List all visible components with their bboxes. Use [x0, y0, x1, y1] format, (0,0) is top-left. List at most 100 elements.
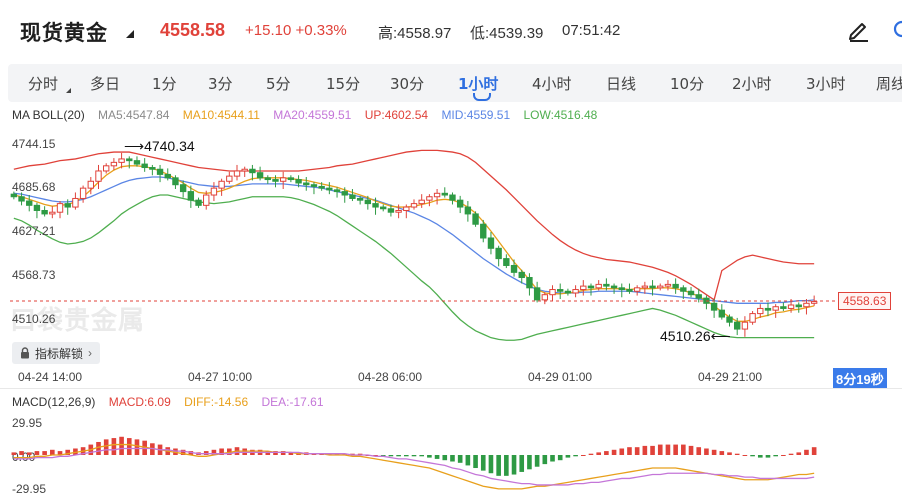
- day-high: 高:4558.97: [378, 25, 452, 42]
- dea-line: [13, 447, 815, 486]
- candle-body: [118, 158, 125, 163]
- macd-bar: [427, 455, 432, 458]
- candle-body: [787, 304, 795, 309]
- candle-body: [741, 321, 749, 330]
- candle-body: [364, 199, 372, 205]
- tab-10[interactable]: 10分: [670, 75, 705, 93]
- candle-body: [380, 206, 387, 210]
- candle-body: [341, 191, 348, 196]
- macd-bar: [573, 455, 578, 457]
- candle-body: [102, 165, 110, 172]
- macd-bar: [642, 445, 648, 455]
- tab-3[interactable]: 3分: [208, 75, 233, 93]
- tab-5[interactable]: 15分: [326, 75, 361, 93]
- macd-bar: [288, 452, 294, 455]
- macd-bar: [534, 455, 540, 467]
- candle-body: [472, 213, 479, 225]
- candle-body: [410, 203, 418, 208]
- candle-body: [203, 194, 210, 206]
- y-tick-label: 4685.68: [12, 180, 56, 194]
- tab-6[interactable]: 30分: [390, 75, 425, 93]
- caret-icon: [66, 88, 71, 93]
- candle-body: [264, 177, 271, 181]
- candle-body: [633, 287, 641, 292]
- macd-bar: [65, 449, 71, 455]
- tab-2[interactable]: 1分: [152, 75, 177, 93]
- macd-bar: [788, 453, 794, 455]
- x-tick-label: 04-27 10:00: [188, 370, 253, 384]
- macd-bar: [773, 455, 778, 457]
- y-tick-label: 4627.21: [12, 224, 56, 238]
- macd-bar: [34, 451, 40, 455]
- caret-icon[interactable]: [126, 30, 134, 38]
- tab-8[interactable]: 4小时: [532, 75, 572, 93]
- y-tick-label: 4510.26: [12, 312, 56, 326]
- macd-bar: [280, 451, 286, 455]
- candle-body: [518, 271, 525, 279]
- candle-body: [687, 290, 695, 296]
- boll-lower-line: [13, 194, 815, 341]
- candle-body: [510, 264, 518, 273]
- candle-body: [272, 179, 279, 182]
- candle-body: [449, 194, 456, 201]
- x-tick-label: 04-24 14:00: [18, 370, 83, 384]
- dea-value: DEA:-17.61: [261, 395, 324, 409]
- ma5-value: MA5:4547.84: [98, 108, 170, 122]
- macd-bar: [542, 455, 548, 465]
- candle-body: [772, 306, 779, 311]
- macd-chart[interactable]: [0, 412, 902, 498]
- candle-body: [803, 302, 810, 308]
- macd-bar: [357, 453, 363, 455]
- unlock-indicators-button[interactable]: 指标解锁 ›: [12, 342, 101, 364]
- candle-body: [303, 182, 310, 186]
- macd-bar: [619, 448, 625, 455]
- tab-12[interactable]: 3小时: [806, 75, 846, 93]
- candle-body: [218, 180, 225, 189]
- candle-body: [41, 209, 48, 215]
- tab-13[interactable]: 周线: [876, 75, 902, 93]
- candle-body: [564, 290, 572, 294]
- diff-line: [13, 443, 815, 490]
- macd-bar: [434, 455, 440, 459]
- candle-body: [310, 184, 318, 187]
- candle-body: [587, 285, 595, 289]
- candle-body: [672, 283, 679, 289]
- active-tab-indicator: [473, 93, 491, 101]
- candle-body: [710, 302, 718, 311]
- tab-11[interactable]: 2小时: [732, 75, 772, 93]
- macd-bar: [180, 449, 186, 455]
- tab-1[interactable]: 多日: [90, 75, 121, 93]
- macd-bar: [650, 445, 655, 455]
- quote-header: 现货黄金 4558.58 +15.10 +0.33% 高:4558.97 低:4…: [0, 0, 902, 62]
- macd-bar: [565, 455, 571, 458]
- candle-body: [356, 197, 364, 201]
- candle-body: [649, 285, 656, 289]
- candle-body: [126, 158, 133, 162]
- x-tick-label: 04-28 06:00: [358, 370, 423, 384]
- macd-bar: [673, 444, 678, 455]
- candlestick-chart[interactable]: [0, 128, 902, 368]
- candle-body: [64, 203, 71, 208]
- tab-9[interactable]: 日线: [606, 75, 637, 93]
- macd-value: MACD:6.09: [108, 395, 171, 409]
- tab-7[interactable]: 1小时: [458, 75, 499, 93]
- quote-time: 07:51:42: [562, 22, 621, 39]
- macd-bar: [96, 441, 101, 455]
- tab-0[interactable]: 分时: [28, 75, 59, 93]
- edit-pencil-icon[interactable]: [846, 17, 872, 43]
- candle-body: [87, 180, 94, 189]
- x-tick-label: 04-29 21:00: [698, 370, 763, 384]
- candle-body: [233, 170, 241, 177]
- macd-bar: [19, 451, 24, 455]
- candle-body: [18, 196, 25, 202]
- tab-4[interactable]: 5分: [266, 75, 291, 93]
- candle-body: [495, 247, 502, 260]
- instrument-title[interactable]: 现货黄金: [20, 21, 108, 45]
- search-icon[interactable]: [892, 18, 902, 42]
- macd-bar: [373, 455, 378, 456]
- macd-bar: [550, 455, 555, 462]
- macd-name[interactable]: MACD(12,26,9): [12, 395, 96, 409]
- macd-bar: [627, 447, 632, 455]
- candle-body: [810, 301, 818, 304]
- indicator-name[interactable]: MA BOLL(20): [12, 108, 85, 122]
